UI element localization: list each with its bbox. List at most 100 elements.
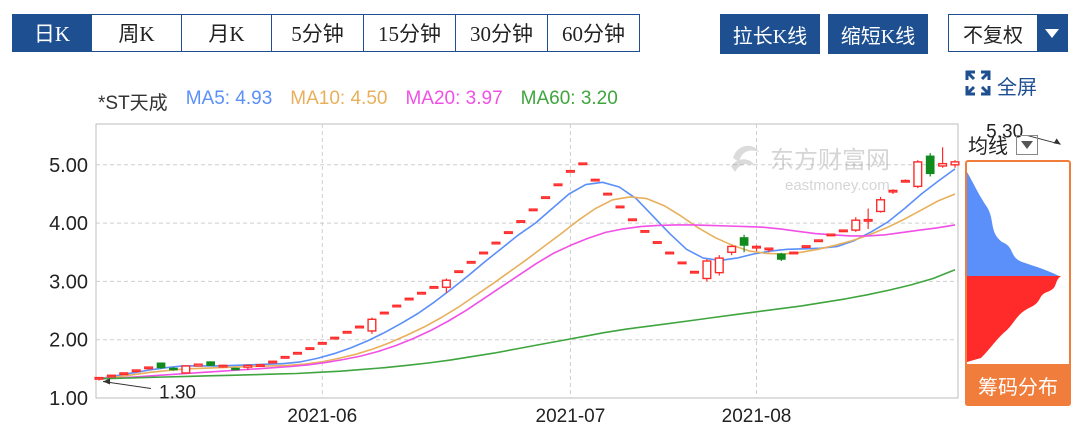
candle xyxy=(169,367,178,371)
chip-distribution-chart xyxy=(967,172,1061,362)
candle-body xyxy=(181,365,191,374)
tab-3[interactable]: 月K xyxy=(182,14,272,52)
chip-upper-area xyxy=(967,172,1059,276)
arrow-head-icon xyxy=(1053,138,1061,145)
tab-6[interactable]: 30分钟 xyxy=(456,14,548,52)
candle xyxy=(826,233,836,237)
candle-body xyxy=(280,355,290,359)
candle xyxy=(801,245,811,249)
candle xyxy=(652,241,662,244)
candle xyxy=(144,366,154,370)
candle xyxy=(851,217,861,232)
candle-body xyxy=(826,233,836,237)
chip-distribution-button[interactable]: 筹码分布 xyxy=(965,364,1071,406)
chart-grid xyxy=(95,123,959,399)
candle-body xyxy=(305,347,315,351)
candle-body xyxy=(479,251,489,255)
y-tick-label: 5.00 xyxy=(49,155,88,177)
candle-body xyxy=(640,229,650,233)
candle-body xyxy=(268,360,278,364)
annotation-arrow xyxy=(102,381,152,390)
candle-body xyxy=(838,229,848,233)
candle xyxy=(193,363,203,367)
chart-legend: *ST天成 MA5: 4.93 MA10: 4.50 MA20: 3.97 MA… xyxy=(98,88,618,115)
watermark-en: eastmoney.com xyxy=(785,177,890,194)
candle-body xyxy=(565,169,575,173)
candle xyxy=(727,245,737,256)
candle xyxy=(305,347,315,351)
stretch-kline-button[interactable]: 拉长K线 xyxy=(720,14,820,54)
candles xyxy=(94,147,960,381)
stock-name: *ST天成 xyxy=(98,93,168,114)
tab-5[interactable]: 15分钟 xyxy=(364,14,456,52)
candle xyxy=(764,247,774,253)
ma-selector: 均线 xyxy=(968,130,1038,159)
candle xyxy=(876,196,886,213)
candle xyxy=(479,251,489,255)
candle-body xyxy=(789,251,799,255)
candle-body xyxy=(925,155,935,175)
candle-body xyxy=(292,351,303,355)
legend-ma60: MA60: 3.20 xyxy=(520,88,618,109)
ma-line-ma20 xyxy=(98,224,956,380)
candle-body xyxy=(404,297,414,301)
candle xyxy=(776,252,786,261)
candle-body xyxy=(218,364,228,368)
tab-7[interactable]: 60分钟 xyxy=(548,14,640,52)
candle-body xyxy=(317,341,327,345)
candle-body xyxy=(106,374,116,378)
candle xyxy=(553,183,563,187)
candle xyxy=(119,372,129,376)
tab-2[interactable]: 周K xyxy=(92,14,182,52)
candle-body xyxy=(503,231,513,235)
ma-line-ma5 xyxy=(98,168,956,380)
candle-body xyxy=(94,376,104,380)
candle xyxy=(342,330,352,334)
candle xyxy=(429,285,439,289)
fullscreen-button[interactable]: 全屏 xyxy=(965,70,1037,101)
candle xyxy=(94,376,104,381)
candle xyxy=(181,365,191,374)
price-adjust-select[interactable]: 不复权 xyxy=(948,14,1068,52)
candle-body xyxy=(144,366,154,370)
candle-body xyxy=(379,311,389,315)
candle-body xyxy=(801,245,811,249)
candle-body xyxy=(354,325,365,329)
shorten-kline-button[interactable]: 缩短K线 xyxy=(828,14,928,54)
candle xyxy=(206,361,215,366)
tab-4[interactable]: 5分钟 xyxy=(272,14,364,52)
ma-dropdown[interactable] xyxy=(1016,134,1038,155)
candle-body xyxy=(727,245,737,253)
candle xyxy=(751,245,762,252)
x-tick-label: 2021-07 xyxy=(536,406,606,427)
candle-body xyxy=(776,253,786,260)
candle xyxy=(739,234,749,253)
candle xyxy=(863,208,873,229)
candle xyxy=(280,355,290,359)
candle xyxy=(627,218,637,222)
candle-body xyxy=(764,247,774,251)
candle xyxy=(106,374,116,378)
candle xyxy=(603,192,613,196)
candle xyxy=(888,189,898,194)
candle xyxy=(925,153,935,177)
chevron-down-icon xyxy=(1021,140,1033,149)
candle-body xyxy=(466,260,476,264)
candle xyxy=(354,325,365,329)
candle xyxy=(367,317,377,334)
candle-body xyxy=(193,363,203,367)
candle-body xyxy=(417,291,427,295)
price-adjust-value: 不复权 xyxy=(963,24,1023,47)
candle-body xyxy=(231,367,240,371)
tab-1[interactable]: 日K xyxy=(12,14,92,52)
candle xyxy=(379,311,389,315)
candle xyxy=(503,231,513,235)
candle xyxy=(516,220,526,223)
candle xyxy=(156,362,166,369)
chip-lower-area xyxy=(967,276,1061,362)
candle-body xyxy=(255,364,265,367)
annotations: 5.301.30 xyxy=(102,121,1061,404)
candle xyxy=(677,261,687,265)
legend-ma20: MA20: 3.97 xyxy=(405,88,503,109)
